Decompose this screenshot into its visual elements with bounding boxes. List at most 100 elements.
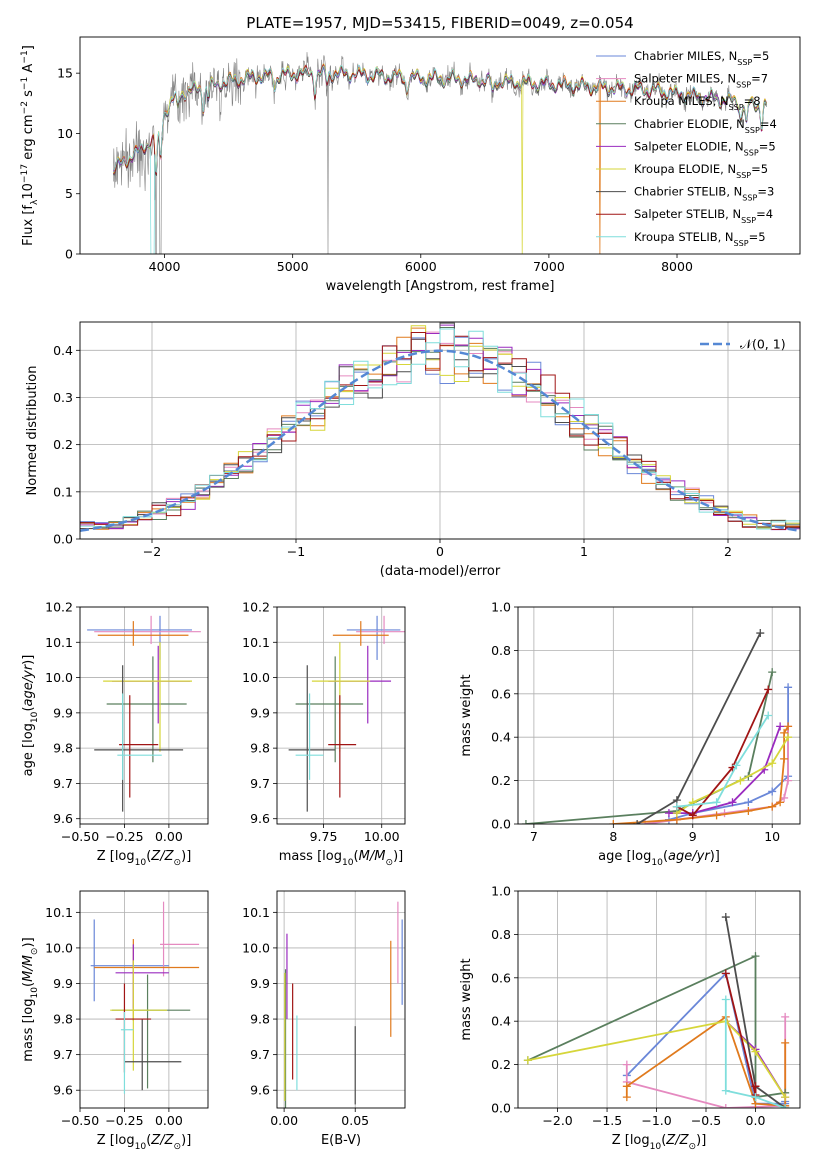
- x-axis-label: Z [log10(Z/Z⊙)]: [97, 849, 192, 868]
- weight-marker: [688, 811, 697, 820]
- x-tick-label: −2.0: [542, 1113, 572, 1128]
- weight-marker: [751, 1047, 760, 1056]
- figure-title: PLATE=1957, MJD=53415, FIBERID=0049, z=0…: [246, 14, 633, 32]
- y-tick-label: 10.2: [45, 600, 73, 615]
- weight-marker: [756, 629, 765, 638]
- x-axis-label: mass [log10(M/M⊙)]: [279, 849, 403, 868]
- y-tick-label: 10.0: [242, 940, 270, 955]
- legend-label: Salpeter MILES, NSSP=7: [634, 72, 768, 90]
- weight-marker: [781, 1038, 790, 1047]
- x-tick-label: 6000: [405, 259, 437, 274]
- weight-line: [525, 671, 774, 824]
- plot-area: [521, 629, 793, 824]
- weight-marker: [721, 913, 730, 922]
- axes-frame: [276, 606, 406, 825]
- y-tick-label: 5: [65, 186, 73, 201]
- x-tick-label: 0.05: [341, 1113, 369, 1128]
- x-tick-label: 1: [580, 544, 588, 559]
- x-tick-label: 8: [609, 829, 617, 844]
- weight-marker: [784, 776, 793, 785]
- y-tick-label: 0.4: [491, 730, 511, 745]
- x-tick-label: −1.0: [641, 1113, 671, 1128]
- y-tick-label: 9.7: [53, 776, 73, 791]
- axes-age_vs_Z: −0.50 −0.25 0.00 9.6 9.7 9.8 9.9 10.0 10.1 10.2 Z …: [21, 600, 209, 868]
- x-axis-label: Z [log10(Z/Z⊙)]: [97, 1133, 192, 1152]
- y-tick-label: 10.0: [45, 940, 73, 955]
- x-tick-label: 9.75: [310, 829, 338, 844]
- axes-frame: [517, 890, 801, 1109]
- y-axis-label: mass [log10(M/M⊙)]: [21, 937, 40, 1061]
- x-tick-label: −0.5: [691, 1113, 721, 1128]
- x-tick-label: 7: [530, 829, 538, 844]
- weight-marker: [744, 806, 753, 815]
- weight-marker: [764, 711, 773, 720]
- legend-label: Salpeter ELODIE, NSSP=5: [634, 139, 776, 157]
- weight-line: [527, 954, 786, 1099]
- y-axis-label: mass weight: [459, 958, 474, 1040]
- plot-area: [80, 322, 800, 532]
- y-tick-label: 9.6: [250, 1083, 270, 1098]
- x-tick-label: 5000: [277, 259, 309, 274]
- weight-marker: [521, 820, 530, 824]
- x-axis-label: age [log10(age/yr)]: [598, 849, 720, 868]
- y-tick-label: 0.0: [53, 532, 73, 547]
- y-tick-label: 0.2: [491, 773, 511, 788]
- weight-marker: [622, 1082, 631, 1091]
- y-tick-label: 1.0: [491, 600, 511, 615]
- weight-marker: [768, 787, 777, 796]
- y-tick-label: 0.0: [491, 1101, 511, 1116]
- x-tick-label: −0.25: [105, 1113, 143, 1128]
- y-tick-label: 9.9: [53, 705, 73, 720]
- y-tick-label: 10.0: [242, 670, 270, 685]
- weight-marker: [751, 1082, 760, 1091]
- legend-label: Kroupa MILES, NSSP=8: [634, 94, 761, 112]
- plot-area: [113, 52, 768, 254]
- legend-label: Chabrier STELIB, NSSP=3: [634, 185, 774, 203]
- y-tick-label: 10.2: [242, 600, 270, 615]
- weight-line: [676, 689, 770, 817]
- weight-marker: [776, 722, 785, 731]
- weight-marker: [732, 761, 741, 770]
- axes-frame: [79, 890, 209, 1109]
- x-tick-label: 0.0: [746, 1113, 766, 1128]
- legend-label: Kroupa STELIB, NSSP=5: [634, 230, 766, 248]
- y-tick-label: 9.9: [250, 705, 270, 720]
- axes-frame: [79, 321, 801, 540]
- axes-mass_vs_Z: −0.50 −0.25 0.00 9.6 9.7 9.8 9.9 10.0 10.1 Z [log…: [21, 890, 209, 1152]
- x-tick-label: −0.50: [61, 1113, 99, 1128]
- axes-frame: [79, 606, 209, 825]
- weight-marker: [736, 776, 745, 785]
- weight-marker: [780, 728, 789, 737]
- y-tick-label: 0.6: [491, 686, 511, 701]
- legend-label: Kroupa ELODIE, NSSP=5: [634, 162, 768, 180]
- axes-mass_vs_EBV: 0.00 0.05 9.6 9.7 9.8 9.9 10.0 10.1 E(B-V): [242, 890, 406, 1148]
- y-tick-label: 0.3: [53, 390, 73, 405]
- y-tick-label: 10.1: [45, 905, 73, 920]
- weight-marker: [781, 1093, 790, 1102]
- y-tick-label: 0.2: [491, 1057, 511, 1072]
- weight-marker: [784, 722, 793, 731]
- x-tick-label: 0.00: [155, 1113, 183, 1128]
- axes-weight_vs_age: 7 8 9 10 0.0 0.2 0.4 0.6 0.8 1.0 age [log10(age/yr…: [459, 600, 801, 868]
- y-tick-label: 10.0: [45, 670, 73, 685]
- weight-marker: [721, 1104, 730, 1108]
- y-tick-label: 0.6: [491, 970, 511, 985]
- weight-marker: [633, 820, 642, 824]
- x-tick-label: −1: [287, 544, 305, 559]
- y-tick-label: 0.8: [491, 927, 511, 942]
- x-tick-label: 2: [724, 544, 732, 559]
- legend-label: 𝒩(0, 1): [740, 337, 786, 352]
- weight-marker: [751, 1093, 760, 1102]
- axes-age_vs_mass: 9.75 10.00 9.6 9.7 9.8 9.9 10.0 10.1 10.2 mass [l…: [242, 600, 406, 868]
- x-axis-label: wavelength [Angstrom, rest frame]: [326, 279, 555, 294]
- y-tick-label: 0: [65, 247, 73, 262]
- weight-line: [636, 632, 762, 824]
- plot-area: [523, 913, 790, 1108]
- gaussian-curve: [80, 349, 798, 532]
- weight-line: [724, 999, 786, 1108]
- axes-frame: [517, 606, 801, 825]
- x-tick-label: −0.25: [105, 829, 143, 844]
- y-tick-label: 9.6: [53, 811, 73, 826]
- y-tick-label: 15: [57, 66, 73, 81]
